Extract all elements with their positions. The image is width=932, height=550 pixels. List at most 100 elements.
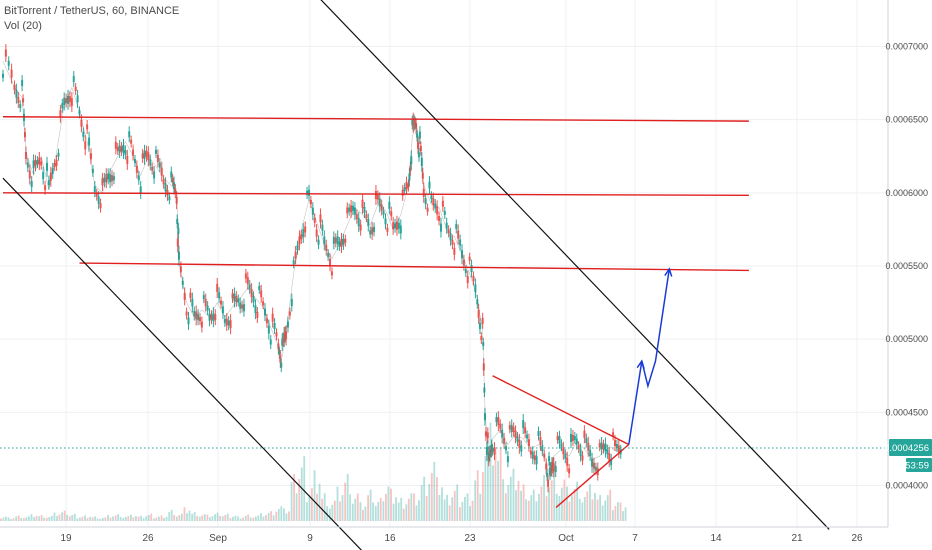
volume-bar	[502, 479, 505, 521]
volume-bar	[351, 503, 354, 521]
volume-bar	[119, 517, 122, 521]
candle-body	[137, 175, 140, 181]
candle-body	[363, 207, 366, 214]
candle-body	[408, 173, 411, 181]
volume-bar	[224, 514, 227, 521]
candle-body	[139, 186, 142, 194]
candle-body	[420, 158, 423, 167]
volume-bar	[415, 505, 418, 521]
volume-bar	[107, 515, 109, 521]
volume-bar	[374, 506, 377, 521]
volume-bar	[135, 516, 137, 521]
candle-body	[539, 436, 542, 445]
candle-body	[160, 167, 163, 176]
candle-body	[280, 362, 283, 368]
candle-body	[143, 150, 146, 159]
volume-bar	[486, 439, 489, 521]
volume-bar	[466, 493, 469, 521]
volume-bar	[571, 495, 573, 521]
volume-bar	[614, 506, 617, 521]
candle-body	[260, 290, 263, 298]
candle-body	[198, 317, 201, 322]
candle-body	[250, 289, 253, 298]
candle-body	[214, 314, 217, 321]
candle-body	[418, 131, 421, 139]
candle-body	[329, 258, 332, 266]
candle-body	[242, 304, 245, 312]
candle-body	[466, 276, 469, 284]
candle-body	[485, 447, 488, 456]
candle-body	[248, 284, 251, 290]
candle-body	[323, 236, 326, 245]
chart-legend: BitTorrent / TetherUS, 60, BINANCE Vol (…	[4, 4, 179, 34]
candle-body	[273, 322, 276, 329]
candle-body	[254, 305, 257, 314]
candle-body	[47, 180, 50, 186]
candle-body	[482, 363, 485, 371]
candle-body	[535, 456, 538, 465]
candle-body	[325, 244, 328, 251]
candle-body	[434, 203, 437, 209]
candle-body	[422, 188, 425, 197]
candle-body	[459, 239, 462, 246]
candle-body	[147, 152, 150, 161]
candle-body	[327, 253, 330, 258]
candle-body	[277, 343, 280, 350]
volume-bar	[104, 517, 107, 521]
candle-body	[130, 139, 133, 144]
candle-body	[332, 236, 335, 244]
candle-body	[371, 227, 374, 235]
volume-bar	[114, 515, 117, 521]
candle-body	[355, 214, 358, 220]
candle-body	[401, 189, 404, 196]
projection-arrowhead	[664, 267, 673, 277]
candle-body	[65, 98, 68, 104]
candle-body	[107, 173, 110, 180]
candle-body	[229, 320, 232, 329]
candle-body	[527, 439, 530, 447]
candle-body	[239, 302, 242, 309]
volume-bar	[341, 495, 344, 521]
volume-indicator-label: Vol (20)	[4, 20, 42, 32]
candle-body	[350, 205, 353, 213]
candle-body	[351, 205, 354, 211]
candle-body	[193, 311, 196, 317]
candle-body	[493, 447, 496, 455]
volume-bar	[405, 504, 408, 521]
candle-body	[577, 445, 580, 450]
candle-body	[313, 217, 316, 223]
candle-body	[359, 224, 362, 231]
volume-bar	[89, 516, 91, 521]
volume-bar	[140, 515, 142, 521]
candle-body	[464, 269, 467, 274]
volume-bar	[507, 484, 510, 521]
candle-body	[592, 462, 595, 469]
y-tick-label: 0.0005500	[885, 261, 928, 271]
countdown-value: 53:59	[905, 461, 929, 472]
candle-body	[149, 159, 152, 166]
candle-body	[545, 463, 548, 470]
candle-body	[292, 260, 295, 265]
volume-bar	[410, 493, 413, 521]
volume-bar	[265, 515, 267, 521]
volume-bar	[433, 461, 436, 521]
candle-body	[526, 434, 529, 439]
candle-body	[344, 238, 347, 243]
volume-bar	[558, 495, 561, 521]
candle-body	[476, 299, 479, 305]
candle-body	[158, 162, 161, 168]
candle-body	[258, 285, 261, 290]
volume-bar	[183, 507, 186, 521]
candle-body	[461, 250, 463, 259]
candle-body	[570, 433, 573, 442]
volume-bar	[50, 516, 53, 521]
candle-body	[392, 222, 395, 230]
candle-body	[155, 149, 157, 154]
volume-bar	[63, 510, 66, 521]
volume-bar	[456, 484, 459, 521]
volume-bar	[420, 484, 423, 521]
volume-bar	[288, 511, 290, 521]
volume-bar	[254, 516, 257, 521]
volume-bar	[239, 518, 242, 521]
